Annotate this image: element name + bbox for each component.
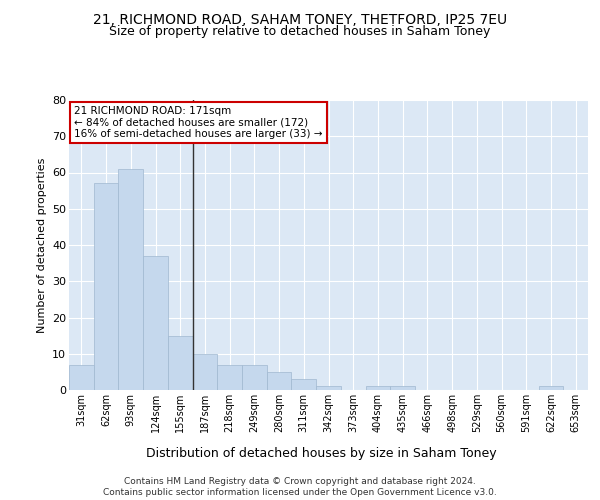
- Text: 21, RICHMOND ROAD, SAHAM TONEY, THETFORD, IP25 7EU: 21, RICHMOND ROAD, SAHAM TONEY, THETFORD…: [93, 12, 507, 26]
- Bar: [316, 386, 341, 390]
- Y-axis label: Number of detached properties: Number of detached properties: [37, 158, 47, 332]
- Bar: [539, 386, 563, 390]
- Bar: [94, 184, 118, 390]
- Bar: [242, 364, 267, 390]
- Bar: [292, 379, 316, 390]
- Bar: [217, 364, 242, 390]
- Text: Contains HM Land Registry data © Crown copyright and database right 2024.
Contai: Contains HM Land Registry data © Crown c…: [103, 478, 497, 497]
- Bar: [390, 386, 415, 390]
- Bar: [267, 372, 292, 390]
- Bar: [69, 364, 94, 390]
- Text: 21 RICHMOND ROAD: 171sqm
← 84% of detached houses are smaller (172)
16% of semi-: 21 RICHMOND ROAD: 171sqm ← 84% of detach…: [74, 106, 323, 139]
- Bar: [168, 336, 193, 390]
- Bar: [193, 354, 217, 390]
- Bar: [118, 169, 143, 390]
- Bar: [365, 386, 390, 390]
- Text: Distribution of detached houses by size in Saham Toney: Distribution of detached houses by size …: [146, 448, 496, 460]
- Text: Size of property relative to detached houses in Saham Toney: Size of property relative to detached ho…: [109, 25, 491, 38]
- Bar: [143, 256, 168, 390]
